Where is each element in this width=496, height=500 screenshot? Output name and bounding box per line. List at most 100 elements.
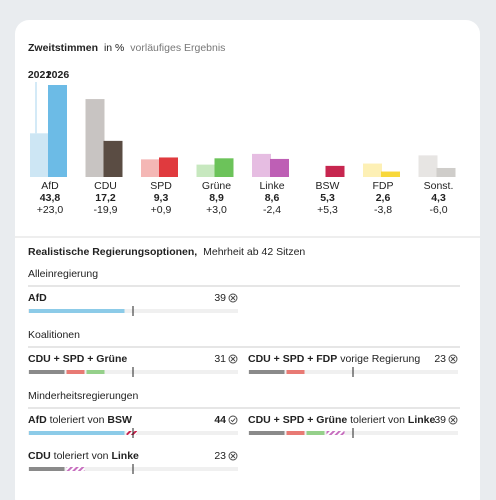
label-part: vorige Regierung [337,353,420,365]
value-label: 2,6 [376,192,391,204]
value-label: 8,9 [209,192,224,204]
change-label: +23,0 [37,204,64,216]
value-label: 43,8 [40,192,61,204]
label-part: BSW [107,414,132,426]
label-part: Linke [111,450,139,462]
legend-label: 2026 [46,69,70,81]
label-part: CDU + SPD + Grüne [248,414,347,426]
icon-circle [228,451,238,461]
seat-segment [29,370,65,374]
category-label: AfD [41,180,59,192]
change-label: -2,4 [263,204,281,216]
options-title: Realistische Regierungsoptionen, Mehrhei… [28,246,305,258]
bar [418,155,438,177]
status-icon [448,415,458,425]
bar [325,165,345,177]
seat-segment [86,370,105,374]
title: Zweitstimmen [28,42,98,54]
icon-circle [448,415,458,425]
bar [159,157,178,177]
icon-cross [230,453,236,459]
value-label: 5,3 [320,192,335,204]
label-part: AfD [28,414,47,426]
label-part: toleriert von [347,414,408,426]
label-part: CDU + SPD + FDP [248,353,337,365]
bar [30,133,49,177]
label-part: CDU + SPD + Grüne [28,353,127,365]
group-title: Minderheitsregierungen [28,390,138,402]
category-label: BSW [316,180,340,192]
seat-segment [249,370,285,374]
status-icon [448,354,458,364]
status-icon [228,293,238,303]
bar [363,163,382,177]
seat-segment [29,431,125,435]
chart-title: Zweitstimmen in % vorläufiges Ergebnis [28,42,225,54]
seat-segment [286,431,305,435]
status-icon [228,354,238,364]
category-label: Sonst. [424,180,454,192]
label-part: toleriert von [51,450,112,462]
seat-segment [29,467,65,471]
seat-count: 44 [214,414,226,426]
label-part: Linke [408,414,436,426]
status-icon [228,415,238,425]
change-label: -3,8 [374,204,392,216]
category-label: SPD [150,180,172,192]
legend-label: 2021 [28,69,52,81]
category-label: Linke [259,180,284,192]
value-label: 4,3 [431,192,446,204]
seat-count: 23 [214,450,226,462]
group-title: Koalitionen [28,329,80,341]
change-label: +0,9 [151,204,172,216]
bar [436,167,456,177]
icon-circle [228,293,238,303]
bar [85,99,105,177]
bar [196,164,216,177]
change-label: -6,0 [429,204,447,216]
title: Realistische Regierungsoptionen, [28,246,197,258]
change-label: -19,9 [94,204,118,216]
card [15,20,480,500]
value-label: 17,2 [95,192,116,204]
seat-segment [286,370,305,374]
label-part: AfD [28,292,47,304]
bar [103,140,123,177]
icon-cross [450,417,456,423]
seat-count: 31 [214,353,226,365]
category-label: CDU [94,180,117,192]
seat-count: 39 [434,414,446,426]
option-label: AfD [28,292,47,304]
bar [48,85,67,177]
seat-segment [306,431,325,435]
label-part: CDU [28,450,51,462]
icon-circle [448,354,458,364]
option-label: AfD toleriert von BSW [28,414,132,426]
bar [214,158,234,177]
option-label: CDU + SPD + Grüne [28,353,127,365]
icon-cross [450,356,456,362]
category-label: FDP [373,180,394,192]
seat-count: 23 [434,353,446,365]
subtitle: vorläufiges Ergebnis [130,42,225,54]
change-label: +3,0 [206,204,227,216]
icon-cross [230,356,236,362]
option-label: CDU + SPD + Grüne toleriert von Linke [248,414,435,426]
category-label: Grüne [202,180,231,192]
label-part: toleriert von [47,414,108,426]
seat-segment [66,467,85,471]
majority-label: Mehrheit ab 42 Sitzen [203,246,305,258]
icon-circle [228,415,238,425]
icon-circle [228,354,238,364]
bar [381,171,400,177]
seat-segment [249,431,285,435]
seat-segment [29,309,125,313]
bar [141,159,160,177]
icon-check [230,418,236,423]
value-label: 8,6 [265,192,280,204]
bar [252,153,271,177]
option-label: CDU toleriert von Linke [28,450,139,462]
status-icon [228,451,238,461]
group-title: Alleinregierung [28,268,98,280]
